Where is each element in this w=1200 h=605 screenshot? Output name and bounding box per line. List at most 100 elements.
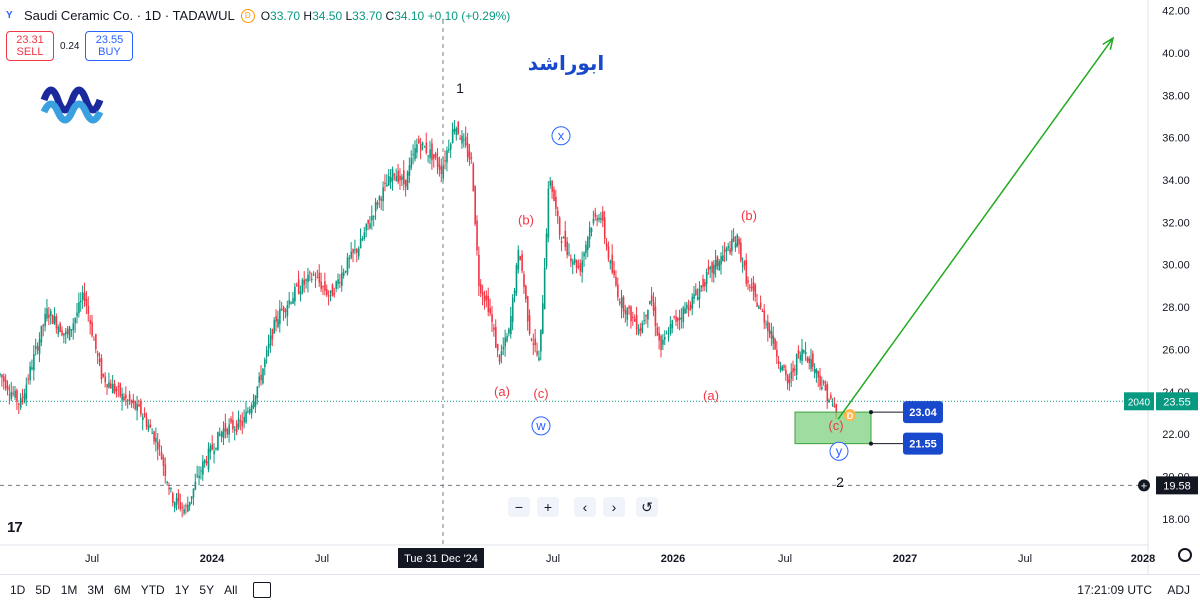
candle-body xyxy=(756,302,758,307)
candle-body xyxy=(448,149,450,151)
candle-body xyxy=(376,202,379,205)
candle-body xyxy=(200,470,202,472)
candle-body xyxy=(526,296,529,322)
candles-series xyxy=(0,120,676,518)
candle-body xyxy=(466,143,469,158)
candle-body xyxy=(211,444,214,450)
candle-body xyxy=(228,424,230,435)
range-1m[interactable]: 1M xyxy=(60,583,78,597)
ceramic-logo-icon: Y xyxy=(6,9,13,21)
candle-body xyxy=(707,267,710,270)
scroll-back-button[interactable]: ‹ xyxy=(574,497,596,517)
bottom-toolbar: 1D 5D 1M 3M 6M YTD 1Y 5Y All 17:21:09 UT… xyxy=(0,574,1200,605)
candle-body xyxy=(416,144,418,153)
range-5d[interactable]: 5D xyxy=(35,583,51,597)
range-5y[interactable]: 5Y xyxy=(199,583,215,597)
candle-body xyxy=(93,339,95,341)
countdown-label: 2040 xyxy=(1128,397,1151,408)
candle-body xyxy=(309,272,311,274)
candle-body xyxy=(267,344,270,349)
candle-body xyxy=(626,308,629,320)
scroll-forward-button[interactable]: › xyxy=(603,497,625,517)
settings-icon[interactable] xyxy=(1178,548,1192,562)
sell-button[interactable]: 23.31 SELL xyxy=(6,31,54,61)
candle-body xyxy=(70,329,73,331)
zoom-out-button[interactable]: − xyxy=(508,497,530,517)
candle-body xyxy=(749,286,751,288)
candle-body xyxy=(722,255,724,262)
adjust-toggle[interactable]: ADJ xyxy=(1167,583,1190,597)
range-1y[interactable]: 1Y xyxy=(174,583,190,597)
candle-body xyxy=(388,176,390,186)
candle-body xyxy=(284,310,287,312)
tradingview-logo-icon[interactable]: 17 xyxy=(7,519,23,536)
candle-body xyxy=(311,278,313,280)
candle-body xyxy=(119,383,122,396)
candle-body xyxy=(14,390,16,398)
candle-body xyxy=(138,404,140,407)
candle-body xyxy=(451,128,454,143)
candle-body xyxy=(815,369,818,374)
symbol-title[interactable]: Saudi Ceramic Co. · 1D · TADAWUL xyxy=(24,8,235,23)
candle-body xyxy=(667,336,670,338)
candle-body xyxy=(534,338,537,346)
range-3m[interactable]: 3M xyxy=(87,583,105,597)
range-6m[interactable]: 6M xyxy=(114,583,131,597)
candle-body xyxy=(130,400,133,404)
candle-body xyxy=(440,166,443,174)
candle-body xyxy=(57,326,60,335)
candle-body xyxy=(734,243,737,248)
calendar-icon[interactable] xyxy=(253,582,272,598)
candle-body xyxy=(344,270,347,272)
candle-body xyxy=(617,284,619,298)
reset-chart-button[interactable]: ↺ xyxy=(636,497,658,517)
candle-body xyxy=(711,262,713,273)
candle-body xyxy=(804,351,807,355)
candle-body xyxy=(652,302,655,311)
candle-body xyxy=(408,165,411,176)
candle-body xyxy=(498,355,501,362)
range-1d[interactable]: 1D xyxy=(10,583,26,597)
range-ytd[interactable]: YTD xyxy=(140,583,165,597)
candle-body xyxy=(562,237,565,239)
candle-body xyxy=(489,308,491,314)
candle-body xyxy=(352,249,354,253)
candle-body xyxy=(241,420,244,427)
candle-body xyxy=(583,252,585,257)
candle-body xyxy=(207,448,210,470)
candle-body xyxy=(12,393,15,395)
candle-body xyxy=(235,423,238,432)
candle-body xyxy=(716,256,719,266)
candle-body xyxy=(745,260,748,284)
candle-body xyxy=(434,153,437,158)
candle-body xyxy=(826,384,829,402)
chart-canvas[interactable]: 18.0020.0022.0024.0026.0028.0030.0032.00… xyxy=(0,0,1200,574)
range-all[interactable]: All xyxy=(224,583,238,597)
candle-body xyxy=(215,447,217,450)
candle-body xyxy=(202,461,204,475)
candle-body xyxy=(704,281,706,287)
candle-body xyxy=(564,230,567,247)
candle-body xyxy=(824,384,827,391)
buy-button[interactable]: 23.55 BUY xyxy=(85,31,134,61)
candle-body xyxy=(500,351,503,356)
candle-body xyxy=(696,297,699,301)
candle-body xyxy=(110,383,112,389)
last-price-box xyxy=(1156,392,1198,411)
candle-body xyxy=(128,394,131,402)
zoom-in-button[interactable]: + xyxy=(537,497,559,517)
last-price-label: 23.55 xyxy=(1163,396,1191,408)
price-tick-label: 36.00 xyxy=(1162,133,1190,145)
utc-clock[interactable]: 17:21:09 UTC xyxy=(1077,583,1152,597)
spread-value: 0.24 xyxy=(60,40,80,52)
candle-body xyxy=(677,318,679,321)
candle-body xyxy=(327,295,330,297)
candle-body xyxy=(269,335,272,346)
candle-body xyxy=(767,321,769,332)
candle-body xyxy=(203,459,206,464)
candle-body xyxy=(226,428,229,435)
candle-body xyxy=(795,354,798,375)
candle-body xyxy=(314,279,317,281)
candle-body xyxy=(470,157,473,159)
candle-body xyxy=(66,328,69,335)
